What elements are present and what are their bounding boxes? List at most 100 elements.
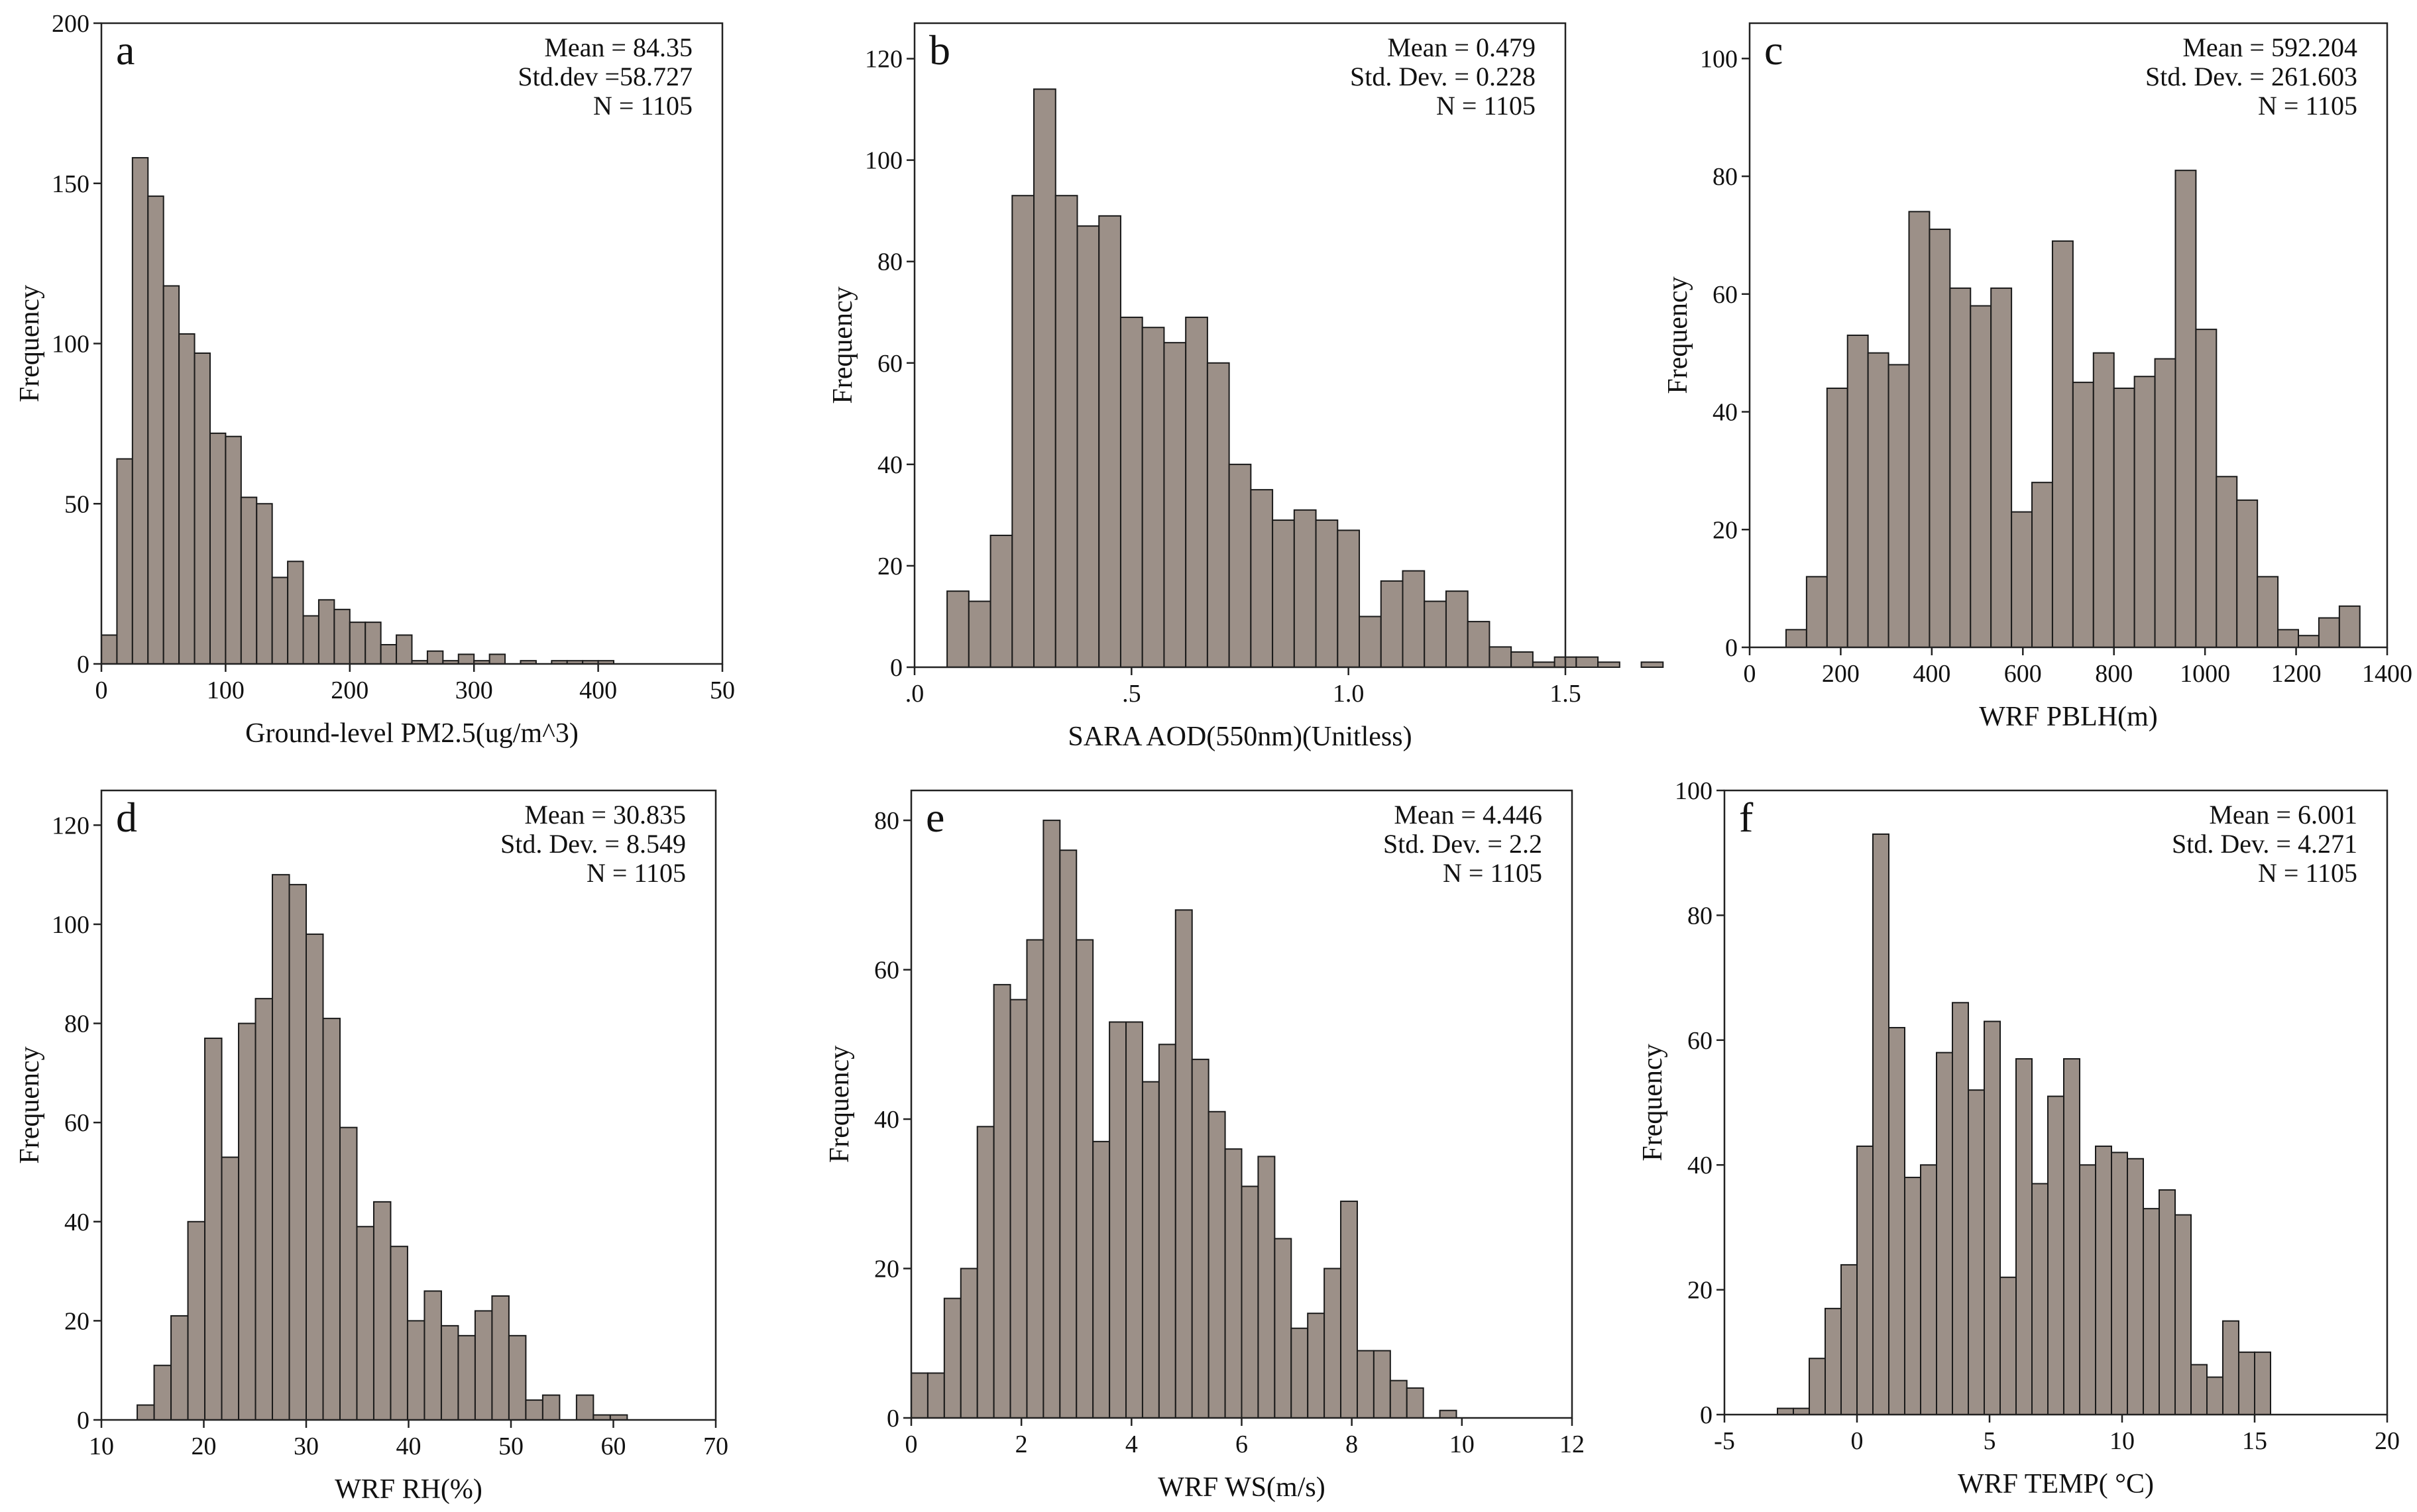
y-tick-label: 100	[52, 911, 89, 939]
x-tick-label: 0	[905, 1431, 918, 1458]
histogram-bar	[2206, 1376, 2223, 1415]
x-tick-label: 200	[331, 676, 368, 704]
histogram-bar	[1984, 1020, 2001, 1416]
x-tick-label: 600	[2004, 660, 2042, 688]
histogram-bar	[1208, 1110, 1226, 1419]
histogram-bar	[1990, 287, 2013, 649]
histogram-bar	[1373, 1350, 1391, 1419]
histogram-bar	[1908, 211, 1931, 648]
x-tick-label: .0	[905, 680, 925, 708]
histogram-bar	[993, 984, 1011, 1419]
histogram-panel-b: 0 20 40 60 80 100 120 .0 .5 1.0 1.5 SARA AOD(550nm)…	[828, 22, 1664, 752]
histogram-bar	[1439, 1409, 1457, 1419]
y-tick-label: 0	[887, 1405, 899, 1432]
histogram-bar	[423, 1290, 442, 1421]
x-tick-label: 200	[1822, 660, 1860, 688]
histogram-bar	[1805, 576, 1828, 649]
histogram-bar	[1793, 1407, 1810, 1416]
histogram-bar	[1224, 1148, 1243, 1419]
histogram-bar	[1445, 590, 1469, 668]
histogram-bar	[256, 503, 273, 665]
histogram-bar	[1809, 1358, 1826, 1415]
histogram-bar	[474, 1310, 493, 1421]
y-axis-label: Frequency	[15, 1046, 45, 1163]
y-axis-label: Frequency	[828, 286, 858, 404]
x-axis-label: Ground-level PM2.5(ug/m^3)	[245, 718, 579, 749]
histogram-bar	[2238, 1351, 2255, 1416]
x-tick-label: 800	[2095, 660, 2133, 688]
histogram-bar	[1337, 529, 1361, 668]
x-tick-label: 1.5	[1549, 680, 1581, 708]
histogram-bar	[1174, 909, 1193, 1419]
y-tick-label: 60	[64, 1109, 89, 1137]
histogram-bar	[968, 600, 991, 669]
histogram-bar	[541, 1394, 561, 1421]
histogram-bar	[426, 650, 444, 665]
histogram-bar	[1785, 629, 1807, 648]
histogram-bar	[406, 1320, 425, 1421]
histogram-bar	[1826, 387, 1848, 648]
histogram-bar	[1929, 229, 1951, 649]
histogram-bar	[178, 333, 196, 665]
histogram-panel-d: 0 20 40 60 80 100 120 10 20 30 40 50 60 70 WRF RH(%) Fr…	[15, 789, 728, 1505]
histogram-bar	[508, 1334, 527, 1421]
histogram-bar	[349, 621, 366, 665]
histogram-bar	[356, 1226, 374, 1421]
x-axis-label: SARA AOD(550nm)(Unitless)	[1068, 722, 1412, 752]
histogram-bar	[1026, 939, 1044, 1419]
histogram-bar	[2174, 170, 2197, 648]
histogram-bar	[1009, 999, 1028, 1419]
histogram-bar	[1952, 1002, 1969, 1415]
stats-line: Std. Dev. = 4.271	[2172, 829, 2357, 859]
panel-letter: a	[116, 27, 135, 74]
histogram-bar	[2159, 1189, 2176, 1415]
histogram-bar	[1856, 1145, 1874, 1415]
histogram-bar	[1191, 1058, 1209, 1419]
y-tick-label: 80	[64, 1010, 89, 1038]
histogram-bar	[2072, 382, 2094, 649]
histogram-bar	[194, 352, 211, 665]
histogram-bar	[1999, 1276, 2017, 1416]
histogram-bar	[2133, 376, 2156, 648]
x-axis-label: WRF TEMP( °C)	[1958, 1469, 2154, 1499]
histogram-bar	[271, 576, 289, 665]
histogram-bar	[2092, 352, 2115, 649]
stats-line: Std. Dev. = 8.549	[500, 829, 686, 859]
x-tick-label: 5	[1984, 1427, 1996, 1455]
y-tick-label: 0	[77, 1407, 89, 1434]
histogram-bar	[1076, 939, 1094, 1419]
histogram-bar	[989, 535, 1013, 668]
histogram-bar	[131, 157, 149, 665]
x-tick-label: 60	[601, 1432, 626, 1460]
histogram-bar	[1920, 1164, 1937, 1415]
panel-letter: f	[1739, 794, 1754, 841]
histogram-bar	[1825, 1307, 1842, 1415]
histogram-panel-a: 0 50 100 150 200 0 100 200 300 400 50 Ground-level …	[15, 10, 735, 749]
histogram-bar	[1092, 1140, 1111, 1419]
histogram-bar	[1356, 1350, 1375, 1419]
histogram-bar	[1904, 1177, 1921, 1416]
histogram-bar	[2031, 1183, 2049, 1415]
histogram-bar	[1887, 364, 1910, 648]
histogram-bar	[491, 1295, 510, 1421]
histogram-bar	[2174, 1214, 2192, 1416]
y-tick-label: 20	[1713, 516, 1738, 544]
x-tick-label: 8	[1345, 1431, 1358, 1458]
y-tick-label: 80	[1687, 902, 1713, 930]
histogram-bar	[1250, 489, 1274, 668]
x-tick-label: 70	[703, 1432, 728, 1460]
x-axis-label: WRF RH(%)	[335, 1474, 482, 1505]
histogram-bar	[1241, 1185, 1259, 1419]
histogram-bar	[1290, 1327, 1309, 1419]
y-tick-label: 0	[890, 654, 903, 682]
histogram-bar	[2257, 576, 2279, 649]
histogram-bar	[1597, 661, 1620, 668]
histogram-bar	[1109, 1021, 1127, 1419]
histogram-bar	[322, 1018, 341, 1421]
histogram-bar	[153, 1364, 172, 1421]
histogram-bar	[1402, 570, 1426, 669]
panel-letter: b	[929, 27, 950, 74]
x-tick-label: 1200	[2271, 660, 2322, 688]
